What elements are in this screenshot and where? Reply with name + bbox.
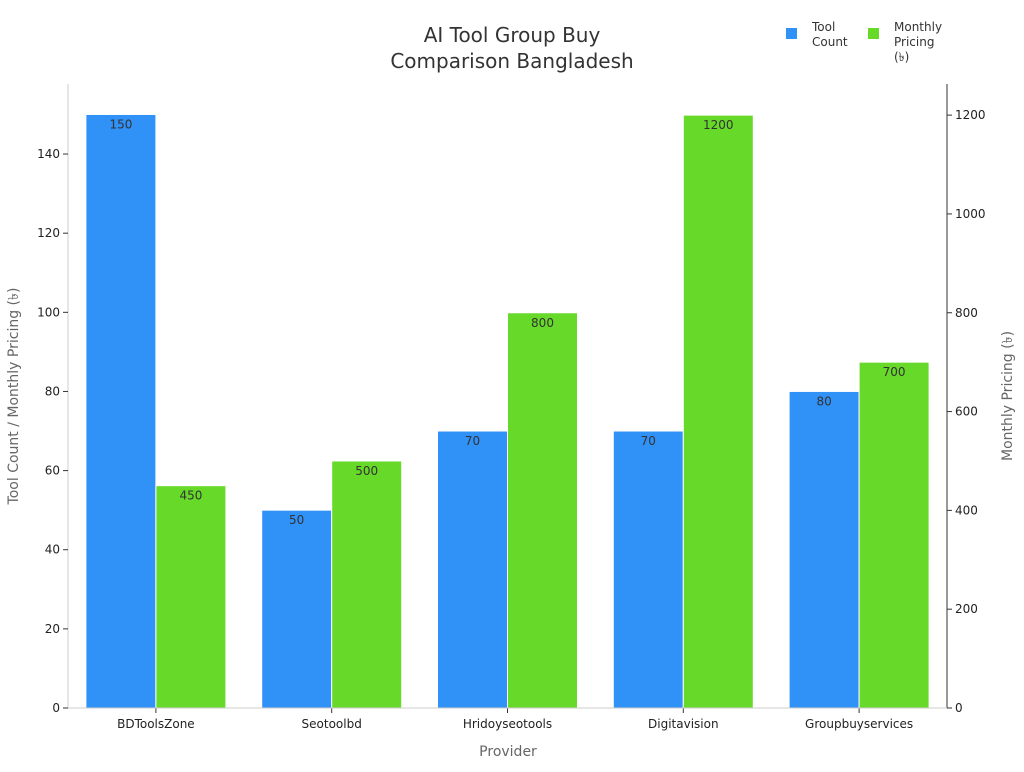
y2-tick-label: 1200 [955,108,986,122]
y-tick-label: 140 [37,147,60,161]
chart-title: Comparison Bangladesh [390,49,633,73]
data-label: 500 [355,464,378,478]
chart-title: AI Tool Group Buy [424,23,601,47]
y-axis-label: Tool Count / Monthly Pricing (৳) [6,288,22,506]
legend-label: Pricing [894,35,934,49]
x-tick-label: Seotoolbd [302,717,362,731]
y-tick-label: 0 [52,701,60,715]
bar-monthly-pricing [682,114,754,709]
y-tick-label: 80 [45,384,60,398]
bar-tool-count [788,390,860,709]
x-tick-label: Digitavision [648,717,719,731]
bar-monthly-pricing [507,312,578,709]
data-label: 50 [289,513,304,527]
y-tick-label: 20 [45,622,60,636]
y-tick-label: 100 [37,305,60,319]
legend-swatch [868,28,879,39]
data-label: 450 [179,489,202,503]
x-axis-label: Provider [479,744,537,760]
y2-tick-label: 0 [955,701,963,715]
bar-monthly-pricing [331,460,403,709]
bar-monthly-pricing [858,361,930,709]
y2-tick-label: 600 [955,405,978,419]
x-tick-label: Groupbuyservices [805,717,913,731]
data-label: 70 [465,434,480,448]
legend-label: (৳) [894,50,909,64]
data-label: 80 [816,394,831,408]
legend-label: Tool [811,20,835,34]
bar-monthly-pricing [155,485,227,709]
y2-tick-label: 200 [955,602,978,616]
y-tick-label: 40 [45,543,60,557]
legend-label: Monthly [894,20,942,34]
x-tick-label: BDToolsZone [117,717,195,731]
x-tick-label: Hridoyseotools [463,717,552,731]
y2-axis-label: Monthly Pricing (৳) [1000,331,1016,461]
y2-tick-label: 800 [955,306,978,320]
bar-tool-count [85,113,157,709]
legend-label: Count [812,35,848,49]
data-label: 1200 [703,118,734,132]
bar-tool-count [612,430,684,709]
legend-swatch [786,28,797,39]
data-label: 70 [641,434,656,448]
y-tick-label: 60 [45,464,60,478]
y2-tick-label: 400 [955,503,978,517]
data-label: 150 [109,117,132,131]
y-tick-label: 120 [37,226,60,240]
data-label: 700 [883,365,906,379]
bar-tool-count [437,430,508,709]
bar-tool-count [261,509,333,709]
data-label: 800 [531,316,554,330]
y2-tick-label: 1000 [955,207,986,221]
